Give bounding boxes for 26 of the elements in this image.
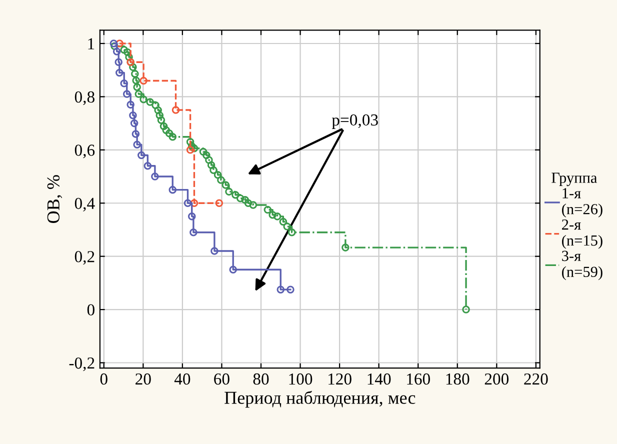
x-tick-label: 180 bbox=[446, 373, 470, 385]
annotation: p=0,03 bbox=[332, 114, 378, 129]
x-tick-label: 80 bbox=[253, 373, 269, 385]
x-axis-title: Период наблюдения, мес bbox=[224, 390, 416, 408]
x-tick-label: 40 bbox=[174, 373, 190, 385]
y-tick-label: -0,2 bbox=[69, 357, 94, 372]
x-tick-label: 200 bbox=[484, 373, 509, 385]
legend-title: Группа bbox=[552, 172, 598, 186]
x-tick-label: 0 bbox=[100, 373, 108, 385]
y-axis-title: ОВ, % bbox=[47, 175, 62, 223]
y-tick-label: 0,8 bbox=[74, 91, 94, 106]
x-tick-label: 100 bbox=[289, 373, 312, 385]
x-tick-label: 120 bbox=[328, 373, 352, 385]
y-tick-label: 0,6 bbox=[74, 144, 95, 158]
y-tick-label: 0 bbox=[87, 304, 94, 316]
y-tick-label: 0,4 bbox=[74, 198, 95, 212]
x-tick-label: 220 bbox=[524, 373, 548, 385]
legend-label: 3-я (n=59) bbox=[562, 250, 602, 280]
x-tick-label: 60 bbox=[214, 373, 230, 385]
x-tick-label: 160 bbox=[407, 373, 430, 385]
y-tick-label: 0,2 bbox=[74, 251, 94, 265]
legend-label: 1-я (n=26) bbox=[562, 188, 602, 218]
y-tick-label: 1 bbox=[88, 38, 94, 50]
x-tick-label: 20 bbox=[136, 373, 151, 385]
legend-label: 2-я (n=15) bbox=[562, 219, 602, 249]
x-tick-label: 140 bbox=[368, 373, 391, 385]
